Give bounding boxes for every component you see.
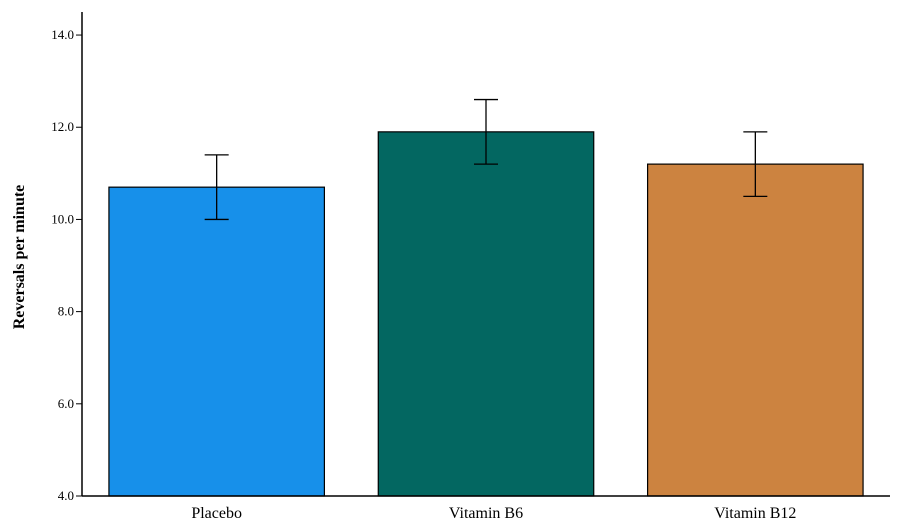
y-axis-title: Reversals per minute: [11, 185, 28, 330]
error-bars-group: [204, 98, 768, 221]
y-tick-label: 8.0: [58, 304, 74, 319]
y-tick-label: 6.0: [58, 396, 74, 411]
x-category-label: Vitamin B6: [449, 505, 523, 521]
bar-vitamin-b6: [377, 131, 595, 497]
y-tick-label: 12.0: [51, 119, 74, 134]
x-category-label: Placebo: [191, 505, 242, 521]
x-category-label: Vitamin B12: [714, 505, 796, 521]
bar-placebo: [108, 186, 325, 497]
y-tick-label: 14.0: [51, 27, 74, 42]
y-tick-label: 10.0: [51, 211, 74, 226]
y-ticks-group: 4.0 6.0 8.0 10.0 12.0 14.0: [51, 27, 82, 503]
x-labels-group: Placebo Vitamin B6 Vitamin B12: [191, 505, 796, 521]
bar-vitamin-b12: [646, 163, 864, 497]
y-tick-label: 4.0: [58, 488, 74, 503]
bars-group: [108, 131, 864, 497]
